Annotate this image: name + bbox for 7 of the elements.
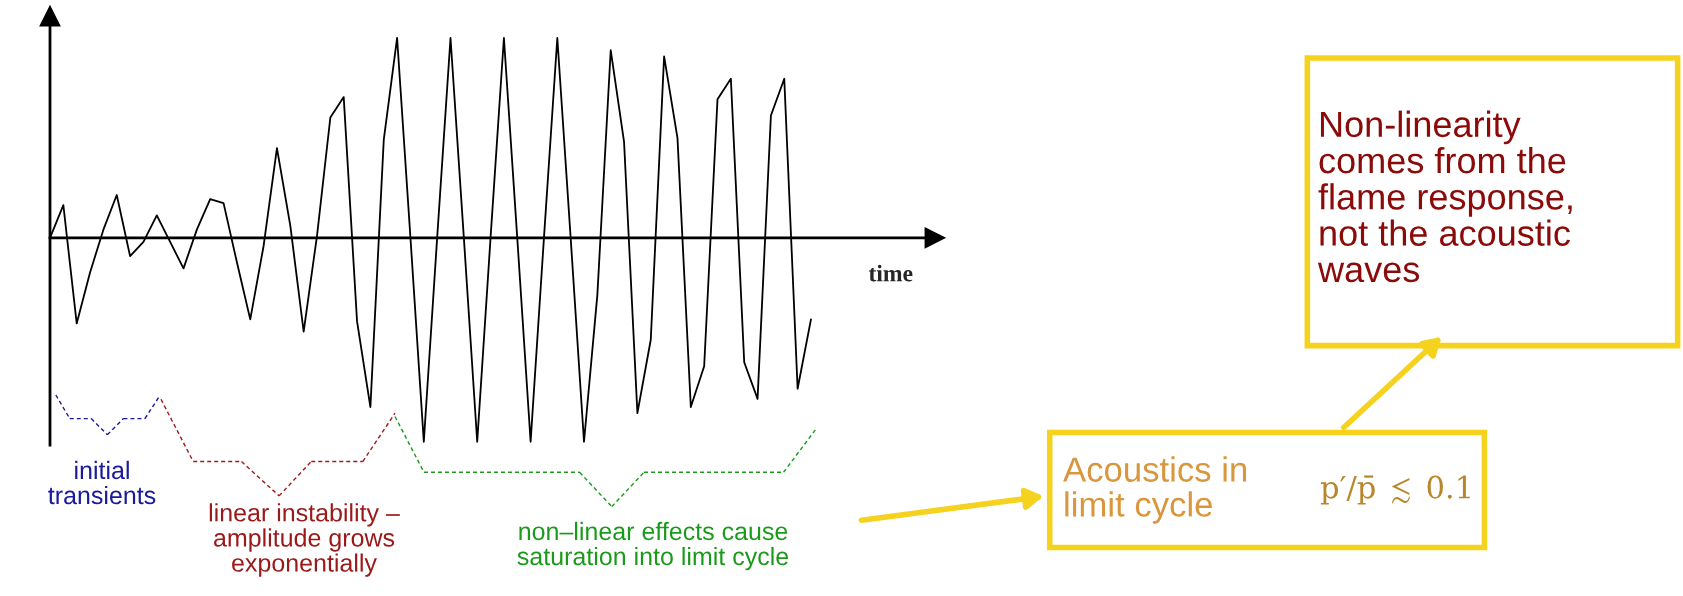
text: Acoustics in limit cycle [1063,456,1247,524]
x-axis-title: time [868,264,913,282]
text: linear instability – amplitude grows exponentially [209,503,400,577]
text: initial transients [48,460,156,505]
text: non–linear effects cause saturation into limit cycle [517,521,789,571]
text: Non-linearity comes from the flame response, not the acoustic waves [1317,110,1572,283]
text: p′/p̄ ≲ 0.1 [1320,475,1470,505]
